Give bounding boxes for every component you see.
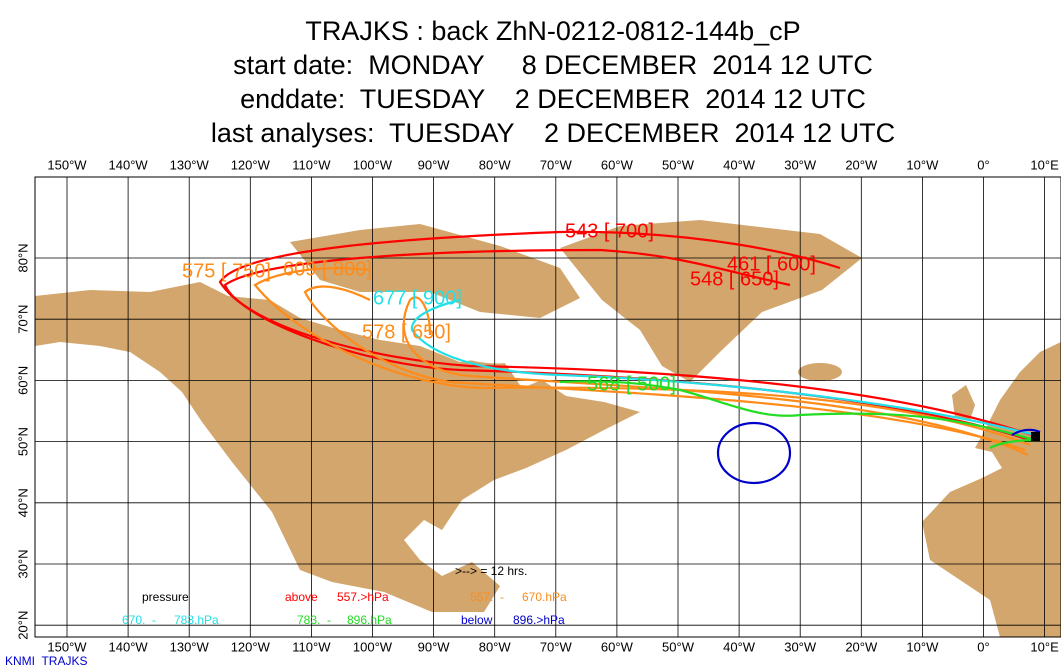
lon-label-top: 70°W [540, 157, 573, 172]
lon-label-top: 110°W [292, 157, 331, 172]
legend-range: 896.hPa [347, 613, 392, 627]
legend-range: 670.hPa [522, 590, 567, 604]
lon-label-top: 60°W [601, 157, 634, 172]
hudson-bay [420, 315, 545, 364]
lon-label-bottom: 130°W [170, 639, 210, 654]
lon-label-bottom: 10°W [906, 639, 939, 654]
trajectory-label: 575 [ 750] [182, 260, 271, 282]
start-date: start date: MONDAY 8 DECEMBER 2014 12 UT… [233, 50, 873, 80]
lon-label-top: 10°W [906, 157, 939, 172]
labels: 150°W 150°W 140°W 140°W 130°W 130°W 120°W 120°W… [15, 157, 1059, 654]
legend-label: 557. - [470, 590, 504, 604]
lat-label: 70°N [15, 305, 30, 334]
trajectory [253, 267, 1031, 447]
lon-label-top: 40°W [723, 157, 756, 172]
lon-label-bottom: 140°W [109, 639, 149, 654]
lat-label: 50°N [15, 427, 30, 456]
lon-label-bottom: 30°W [784, 639, 817, 654]
lon-label-top: 140°W [109, 157, 149, 172]
greenland [560, 220, 862, 382]
lon-label-bottom: 60°W [601, 639, 634, 654]
lon-label-bottom: 40°W [723, 639, 756, 654]
lon-label-bottom: 20°W [845, 639, 878, 654]
legend-label: 670. - [122, 613, 156, 627]
legend-label: 783. - [297, 613, 331, 627]
trajectory [410, 298, 1036, 437]
lon-label-top: 10°E [1030, 157, 1059, 172]
iceland [798, 363, 842, 381]
lon-label-bottom: 100°W [353, 639, 393, 654]
lat-label: 30°N [15, 549, 30, 578]
lon-label-bottom: 110°W [292, 639, 331, 654]
arctic-islands [290, 224, 580, 318]
legend-range: 557.>hPa [337, 590, 389, 604]
trajectory-label: 548 [ 650] [690, 268, 779, 290]
legend-label: above [285, 590, 318, 604]
lon-label-top: 30°W [784, 157, 817, 172]
lon-label-bottom: 50°W [662, 639, 695, 654]
legend-range: 896.>hPa [513, 613, 565, 627]
last-analyses: last analyses: TUESDAY 2 DECEMBER 2014 1… [211, 118, 895, 148]
lon-label-top: 50°W [662, 157, 695, 172]
lon-label-bottom: 70°W [540, 639, 573, 654]
lon-label-bottom: 80°W [479, 639, 512, 654]
lon-label-top: 120°W [231, 157, 271, 172]
lon-label-top: 20°W [845, 157, 878, 172]
legend-label: below [461, 613, 493, 627]
trajectory-label: 568 [ 500] [587, 373, 676, 395]
lon-label-top: 150°W [47, 157, 87, 172]
lon-label-top: 0° [977, 157, 989, 172]
end-date: enddate: TUESDAY 2 DECEMBER 2014 12 UTC [240, 84, 866, 114]
trajectory-label: 677 [ 900] [373, 287, 462, 309]
trajectory [1011, 428, 1041, 436]
lat-label: 60°N [15, 366, 30, 395]
start-marker [1031, 432, 1040, 441]
britain [952, 385, 975, 420]
trajectory-label: 609 [ 800] [283, 258, 372, 280]
map-area [34, 176, 1061, 638]
title: TRAJKS : back ZhN-0212-0812-144b_cP [305, 16, 800, 46]
footer: KNMI TRAJKS [5, 654, 87, 668]
trajectory-label: 543 [ 700] [565, 220, 654, 242]
lon-label-top: 130°W [170, 157, 210, 172]
trajectory [989, 438, 1036, 449]
lon-label-bottom: 150°W [47, 639, 87, 654]
map-frame [34, 176, 1061, 638]
lat-label: 20°N [15, 611, 30, 640]
europe-africa [922, 342, 1061, 637]
trajectory [559, 380, 1036, 442]
lat-label: 40°N [15, 488, 30, 517]
lon-label-bottom: 120°W [231, 639, 271, 654]
trajectory-label: 578 [ 650] [362, 321, 451, 343]
lon-label-top: 100°W [353, 157, 393, 172]
legend-title: pressure [142, 590, 189, 604]
lon-label-bottom: 90°W [418, 639, 451, 654]
trajectory [716, 421, 792, 485]
trajectory-label: 461 [ 600] [727, 253, 816, 275]
step-note: >--> = 12 hrs. [455, 564, 527, 578]
lon-label-top: 90°W [418, 157, 451, 172]
legend-range: 783.hPa [174, 613, 219, 627]
north-america [35, 282, 640, 612]
lon-label-bottom: 10°E [1030, 639, 1059, 654]
lon-label-top: 80°W [479, 157, 512, 172]
lat-label: 80°N [15, 243, 30, 272]
lon-label-bottom: 0° [977, 639, 989, 654]
